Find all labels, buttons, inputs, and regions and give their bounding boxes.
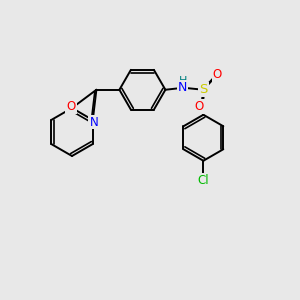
Text: N: N: [178, 81, 187, 94]
Text: O: O: [195, 100, 204, 113]
Text: O: O: [213, 68, 222, 81]
Text: N: N: [89, 116, 98, 128]
Text: H: H: [179, 76, 188, 86]
Text: O: O: [66, 100, 76, 113]
Text: S: S: [199, 83, 208, 96]
Text: Cl: Cl: [198, 174, 209, 187]
